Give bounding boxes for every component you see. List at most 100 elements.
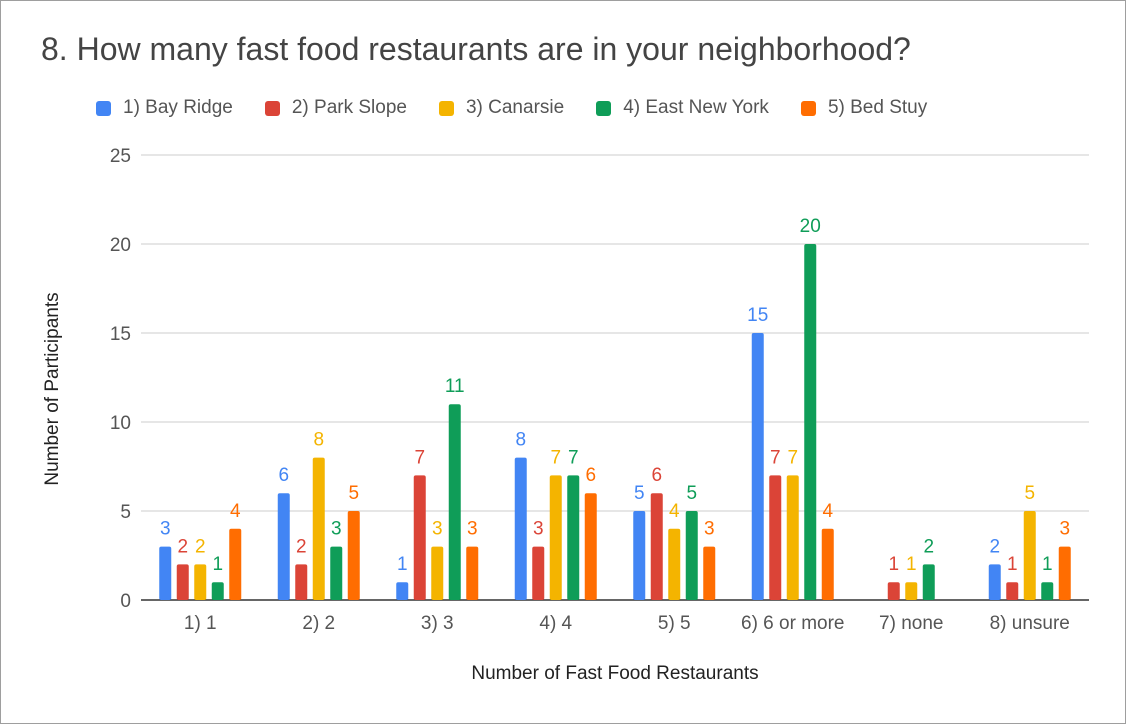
- chart-title: 8. How many fast food restaurants are in…: [41, 31, 911, 67]
- data-label: 2: [989, 536, 1000, 557]
- chart-legend: 1) Bay Ridge 2) Park Slope 3) Canarsie 4…: [96, 95, 959, 121]
- bar: [347, 511, 360, 600]
- bar: [567, 475, 580, 600]
- data-label: 1: [1042, 554, 1053, 575]
- bar: [277, 493, 290, 600]
- bar: [413, 475, 426, 600]
- x-tick-label: 3) 3: [421, 613, 454, 634]
- legend-label-canarsie: 3) Canarsie: [465, 97, 565, 118]
- bar: [229, 528, 242, 600]
- bar: [312, 457, 325, 600]
- bar: [1023, 511, 1036, 600]
- y-tick-label: 15: [110, 324, 131, 345]
- bar: [685, 511, 698, 600]
- y-tick-label: 20: [110, 235, 131, 256]
- bar: [466, 546, 479, 600]
- data-label: 3: [160, 519, 171, 540]
- bar: [514, 457, 527, 600]
- data-label: 11: [445, 376, 465, 397]
- data-label: 5: [686, 483, 697, 504]
- x-tick-label: 6) 6 or more: [741, 613, 844, 634]
- bar: [922, 564, 935, 600]
- bar: [1006, 582, 1019, 600]
- data-label: 20: [800, 216, 821, 237]
- bar: [396, 582, 409, 600]
- legend-item-canarsie[interactable]: 3) Canarsie: [438, 97, 565, 119]
- data-label: 5: [348, 483, 359, 504]
- legend-item-park-slope[interactable]: 2) Park Slope: [264, 97, 407, 119]
- bar: [887, 582, 900, 600]
- data-label: 5: [634, 483, 645, 504]
- data-label: 8: [313, 430, 324, 451]
- y-tick-label: 0: [120, 591, 131, 612]
- x-tick-label: 2) 2: [302, 613, 335, 634]
- data-label: 1: [906, 554, 917, 575]
- legend-label-east-new-york: 4) East New York: [623, 97, 769, 118]
- bar: [211, 582, 224, 600]
- bar: [295, 564, 308, 600]
- y-tick-label: 5: [120, 502, 131, 523]
- bar: [532, 546, 545, 600]
- legend-swatch-bay-ridge: [96, 100, 111, 116]
- data-label: 3: [432, 519, 443, 540]
- bar: [584, 493, 597, 600]
- bar: [751, 333, 764, 600]
- y-tick-label: 25: [110, 146, 131, 167]
- data-label: 4: [230, 501, 241, 522]
- bar: [769, 475, 782, 600]
- legend-label-bed-stuy: 5) Bed Stuy: [827, 97, 928, 118]
- data-label: 5: [1024, 483, 1035, 504]
- data-label: 3: [331, 519, 342, 540]
- data-label: 6: [278, 465, 289, 486]
- data-label: 3: [704, 519, 715, 540]
- data-label: 1: [212, 554, 223, 575]
- x-tick-label: 8) unsure: [990, 613, 1070, 634]
- data-label: 7: [568, 447, 579, 468]
- legend-swatch-park-slope: [264, 100, 280, 116]
- data-label: 8: [515, 430, 526, 451]
- data-label: 2: [177, 536, 188, 557]
- legend-item-bed-stuy[interactable]: 5) Bed Stuy: [800, 97, 928, 119]
- data-label: 2: [296, 536, 307, 557]
- bar: [176, 564, 189, 600]
- data-label: 6: [585, 465, 596, 486]
- legend-label-bay-ridge: 1) Bay Ridge: [123, 97, 233, 118]
- y-axis-label: Number of Participants: [42, 292, 63, 486]
- x-tick-label: 1) 1: [184, 613, 217, 634]
- data-label: 3: [467, 519, 478, 540]
- data-label: 7: [414, 447, 425, 468]
- bar: [650, 493, 663, 600]
- legend-label-park-slope: 2) Park Slope: [291, 97, 407, 118]
- data-label: 2: [923, 536, 934, 557]
- data-label: 1: [1007, 554, 1018, 575]
- bar: [821, 528, 834, 600]
- y-tick-label: 10: [110, 413, 131, 434]
- legend-item-east-new-york[interactable]: 4) East New York: [596, 97, 769, 119]
- x-axis-label: Number of Fast Food Restaurants: [471, 663, 759, 684]
- bar: [159, 546, 172, 600]
- bar: [431, 546, 444, 600]
- bar: [549, 475, 562, 600]
- bar: [905, 582, 918, 600]
- bar: [786, 475, 799, 600]
- data-label: 7: [770, 447, 781, 468]
- bar: [194, 564, 207, 600]
- legend-swatch-east-new-york: [596, 100, 612, 116]
- bar: [330, 546, 343, 600]
- legend-swatch-canarsie: [438, 100, 454, 116]
- x-tick-label: 5) 5: [658, 613, 691, 634]
- data-label: 1: [397, 554, 408, 575]
- data-label: 4: [822, 501, 833, 522]
- data-label: 6: [651, 465, 662, 486]
- legend-item-bay-ridge[interactable]: 1) Bay Ridge: [96, 97, 233, 119]
- data-label: 7: [550, 447, 561, 468]
- data-label: 15: [747, 305, 768, 326]
- bar: [668, 528, 681, 600]
- x-tick-label: 7) none: [879, 613, 943, 634]
- data-label: 7: [787, 447, 798, 468]
- legend-swatch-bed-stuy: [800, 100, 816, 116]
- bar: [804, 244, 817, 600]
- bar: [703, 546, 716, 600]
